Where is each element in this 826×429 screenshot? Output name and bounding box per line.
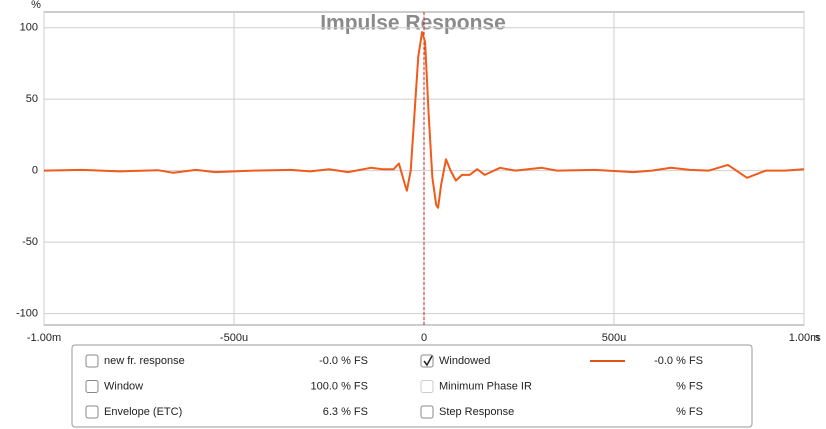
legend-label[interactable]: Step Response xyxy=(439,406,514,418)
checkbox[interactable] xyxy=(85,380,99,393)
y-tick-label: -50 xyxy=(22,236,38,248)
legend-label[interactable]: new fr. response xyxy=(104,355,185,367)
y-tick-label: 0 xyxy=(32,165,38,177)
legend-value: -0.0 % FS xyxy=(319,355,368,367)
checkbox[interactable] xyxy=(420,380,434,393)
y-tick-label: -100 xyxy=(16,307,38,319)
x-tick-label: -500u xyxy=(220,332,248,344)
legend-value: -0.0 % FS xyxy=(654,355,703,367)
legend-label[interactable]: Windowed xyxy=(439,355,490,367)
x-tick-label: 500u xyxy=(602,332,626,344)
checkbox[interactable] xyxy=(420,354,434,368)
legend-label[interactable]: Envelope (ETC) xyxy=(104,406,182,418)
legend-value: 6.3 % FS xyxy=(323,406,368,418)
checkbox[interactable] xyxy=(85,354,99,368)
y-axis-label: % xyxy=(31,0,41,11)
legend-value: % FS xyxy=(676,406,703,418)
legend-label[interactable]: Minimum Phase IR xyxy=(439,380,532,392)
chart-title: Impulse Response xyxy=(320,12,506,35)
line-series xyxy=(43,31,805,209)
checkbox[interactable] xyxy=(420,405,434,419)
checkbox[interactable] xyxy=(85,405,99,419)
y-tick-label: 100 xyxy=(20,22,38,34)
x-tick-label: 1.00m xyxy=(789,332,820,344)
x-axis-label: s xyxy=(815,332,821,344)
legend-panel xyxy=(71,344,753,428)
x-tick-label: 0 xyxy=(421,332,427,344)
legend-value: 100.0 % FS xyxy=(311,380,368,392)
legend-label[interactable]: Window xyxy=(104,380,143,392)
y-tick-label: 50 xyxy=(26,93,38,105)
x-tick-label: -1.00m xyxy=(27,332,61,344)
legend-value: % FS xyxy=(676,380,703,392)
checkmark xyxy=(423,355,433,367)
